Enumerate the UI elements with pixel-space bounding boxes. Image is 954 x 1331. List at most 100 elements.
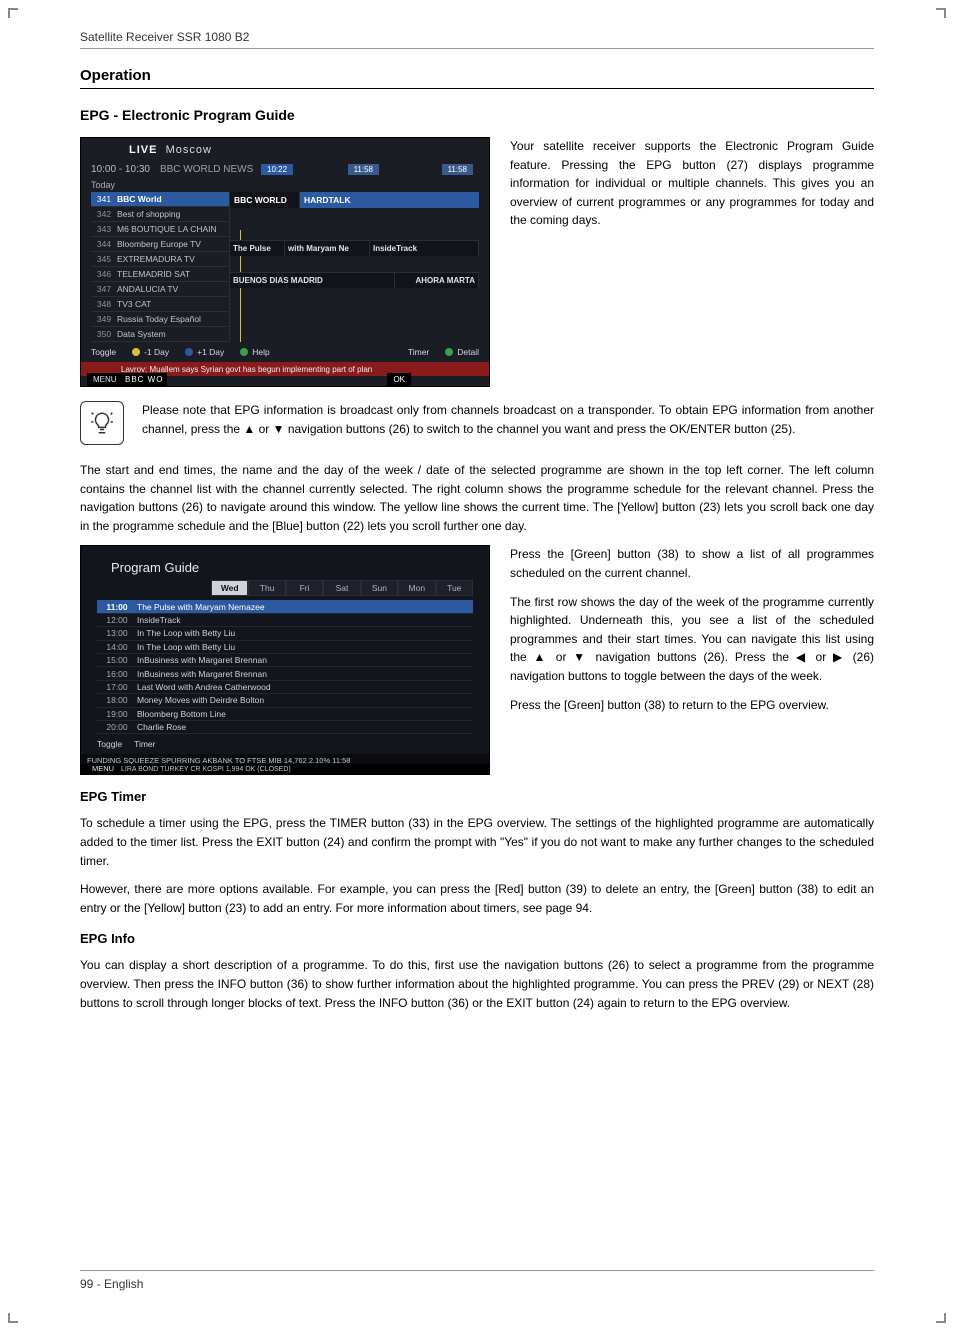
time-badge: 11:58 <box>442 164 473 175</box>
programme-time: 19:00 <box>97 709 137 719</box>
programme-time: 18:00 <box>97 695 137 705</box>
programme-cell: AHORA MARTA <box>395 273 479 288</box>
channel-name: Data System <box>117 329 166 339</box>
channel-row[interactable]: 346TELEMADRID SAT <box>91 267 229 282</box>
channel-name: TELEMADRID SAT <box>117 269 190 279</box>
program-guide-title: Program Guide <box>111 560 199 575</box>
programme-name: Money Moves with Deirdre Bolton <box>137 695 264 705</box>
day-tab[interactable]: Mon <box>398 580 435 596</box>
pg-paragraph-1: Press the [Green] button (38) to show a … <box>510 545 874 582</box>
channel-row[interactable]: 345EXTREMADURA TV <box>91 252 229 267</box>
help-button[interactable]: Help <box>240 347 269 357</box>
channel-row[interactable]: 344Bloomberg Europe TV <box>91 237 229 252</box>
channel-name: M6 BOUTIQUE LA CHAIN <box>117 224 217 234</box>
day-tab[interactable]: Sat <box>323 580 360 596</box>
programme-cell: The Pulse <box>230 241 285 256</box>
programme-row[interactable]: 20:00Charlie Rose <box>97 721 473 734</box>
epg-info-paragraph: You can display a short description of a… <box>80 956 874 1012</box>
programme-row[interactable]: 19:00Bloomberg Bottom Line <box>97 708 473 721</box>
doc-header: Satellite Receiver SSR 1080 B2 <box>80 30 874 49</box>
bbc-logo: BBC WO <box>121 373 167 386</box>
channel-row[interactable]: 341BBC World <box>91 192 229 207</box>
channel-name: ANDALUCIA TV <box>117 284 178 294</box>
channel-number: 345 <box>91 254 117 264</box>
programme-row[interactable]: 12:00InsideTrack <box>97 614 473 627</box>
programme-header-row: BBC WORLD HARDTALK <box>230 192 479 208</box>
programme-cell: with Maryam Ne <box>285 241 370 256</box>
plus-day-button[interactable]: +1 Day <box>185 347 224 357</box>
channel-row[interactable]: 343M6 BOUTIQUE LA CHAIN <box>91 222 229 237</box>
day-tab[interactable]: Wed <box>211 580 248 596</box>
ok-label[interactable]: OK <box>387 373 411 386</box>
programme-title: BBC WORLD NEWS <box>160 164 253 175</box>
program-guide-screenshot: Program Guide Wed Thu Fri Sat Sun Mon Tu… <box>80 545 490 775</box>
programme-list: 11:00The Pulse with Maryam Nemazee 12:00… <box>97 600 473 734</box>
programme-name: InsideTrack <box>137 615 181 625</box>
programme-row: BUENOS DIAS MADRID AHORA MARTA <box>230 272 479 288</box>
day-tab[interactable]: Thu <box>248 580 285 596</box>
intro-paragraph: Your satellite receiver supports the Ele… <box>510 137 874 230</box>
day-tabs: Wed Thu Fri Sat Sun Mon Tue <box>211 580 473 596</box>
programme-name: The Pulse with Maryam Nemazee <box>137 602 265 612</box>
epg-action-bar: Toggle -1 Day +1 Day Help Timer Detail <box>91 344 479 360</box>
programme-row[interactable]: 15:00InBusiness with Margaret Brennan <box>97 654 473 667</box>
programme-row[interactable]: 13:00In The Loop with Betty Liu <box>97 627 473 640</box>
toggle-button[interactable]: Toggle <box>97 739 122 749</box>
timer-button[interactable]: Timer <box>134 739 155 749</box>
day-tab[interactable]: Fri <box>286 580 323 596</box>
channel-number: 343 <box>91 224 117 234</box>
channel-number: 348 <box>91 299 117 309</box>
channel-row[interactable]: 349Russia Today Español <box>91 312 229 327</box>
programme-row[interactable]: 18:00Money Moves with Deirdre Bolton <box>97 694 473 707</box>
epg-info-title: EPG Info <box>80 931 874 946</box>
channel-name: BBC World <box>117 194 162 204</box>
live-city: Moscow <box>166 144 212 156</box>
programme-cell: InsideTrack <box>370 241 479 256</box>
epg-overview-screenshot: LIVE Moscow 10:00 - 10:30 BBC WORLD NEWS… <box>80 137 490 387</box>
mid-paragraph: The start and end times, the name and th… <box>80 461 874 535</box>
menu-label[interactable]: MENU <box>87 373 123 386</box>
channel-number: 341 <box>91 194 117 204</box>
channel-list: 341BBC World 342Best of shopping 343M6 B… <box>91 192 229 342</box>
live-label: LIVE <box>129 144 157 156</box>
channel-row[interactable]: 348TV3 CAT <box>91 297 229 312</box>
day-tab[interactable]: Sun <box>361 580 398 596</box>
note-paragraph: Please note that EPG information is broa… <box>142 401 874 438</box>
channel-name: Bloomberg Europe TV <box>117 239 201 249</box>
live-indicator: LIVE Moscow <box>129 144 212 156</box>
channel-row[interactable]: 347ANDALUCIA TV <box>91 282 229 297</box>
time-range: 10:00 - 10:30 <box>91 164 150 175</box>
programme-grid: BBC WORLD HARDTALK The Pulse with Maryam… <box>229 192 479 342</box>
programme-row[interactable]: 17:00Last Word with Andrea Catherwood <box>97 681 473 694</box>
toggle-button[interactable]: Toggle <box>91 347 116 357</box>
channel-number: 350 <box>91 329 117 339</box>
pg-paragraph-2: The first row shows the day of the week … <box>510 593 874 686</box>
yellow-dot-icon <box>132 348 140 356</box>
minus-day-button[interactable]: -1 Day <box>132 347 169 357</box>
channel-name: Russia Today Español <box>117 314 201 324</box>
programme-time: 17:00 <box>97 682 137 692</box>
programme-time: 12:00 <box>97 615 137 625</box>
programme-name: InBusiness with Margaret Brennan <box>137 655 267 665</box>
pg-action-bar: Toggle Timer <box>97 736 473 752</box>
channel-name: Best of shopping <box>117 209 180 219</box>
channel-row[interactable]: 342Best of shopping <box>91 207 229 222</box>
programme-name: Charlie Rose <box>137 722 186 732</box>
subsection-title: EPG - Electronic Program Guide <box>80 107 874 123</box>
detail-button[interactable]: Detail <box>445 347 479 357</box>
day-tab[interactable]: Tue <box>436 580 473 596</box>
programme-row: The Pulse with Maryam Ne InsideTrack <box>230 240 479 256</box>
epg-timer-paragraph-1: To schedule a timer using the EPG, press… <box>80 814 874 870</box>
programme-row[interactable]: 14:00In The Loop with Betty Liu <box>97 641 473 654</box>
programme-row[interactable]: 16:00InBusiness with Margaret Brennan <box>97 667 473 680</box>
timer-button[interactable]: Timer <box>408 347 429 357</box>
programme-row[interactable]: 11:00The Pulse with Maryam Nemazee <box>97 600 473 613</box>
page-footer: 99 - English <box>80 1270 874 1291</box>
programme-time: 13:00 <box>97 628 137 638</box>
channel-row[interactable]: 350Data System <box>91 327 229 342</box>
programme-time: 16:00 <box>97 669 137 679</box>
current-time-badge: 10:22 <box>261 164 293 175</box>
programme-time: 15:00 <box>97 655 137 665</box>
stock-ticker-2: LIRA BOND TURKEY CR KOSPI 1,994 OK (CLOS… <box>81 764 489 774</box>
menu-label[interactable]: MENU <box>87 763 119 774</box>
